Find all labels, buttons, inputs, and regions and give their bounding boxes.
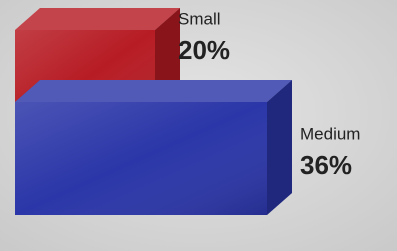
value-label: 20% — [178, 35, 230, 65]
category-label: Small — [178, 9, 221, 28]
chart: Small 20% Medium 36% — [0, 0, 397, 251]
bar-shine — [15, 102, 267, 215]
value-label: 36% — [300, 150, 352, 180]
category-label: Medium — [300, 124, 360, 143]
box-side-shade — [267, 80, 292, 215]
box-top-shade — [15, 8, 180, 30]
box-top-shade — [15, 80, 292, 102]
page: Small20%Medium36% (() => { const data = … — [0, 0, 397, 251]
